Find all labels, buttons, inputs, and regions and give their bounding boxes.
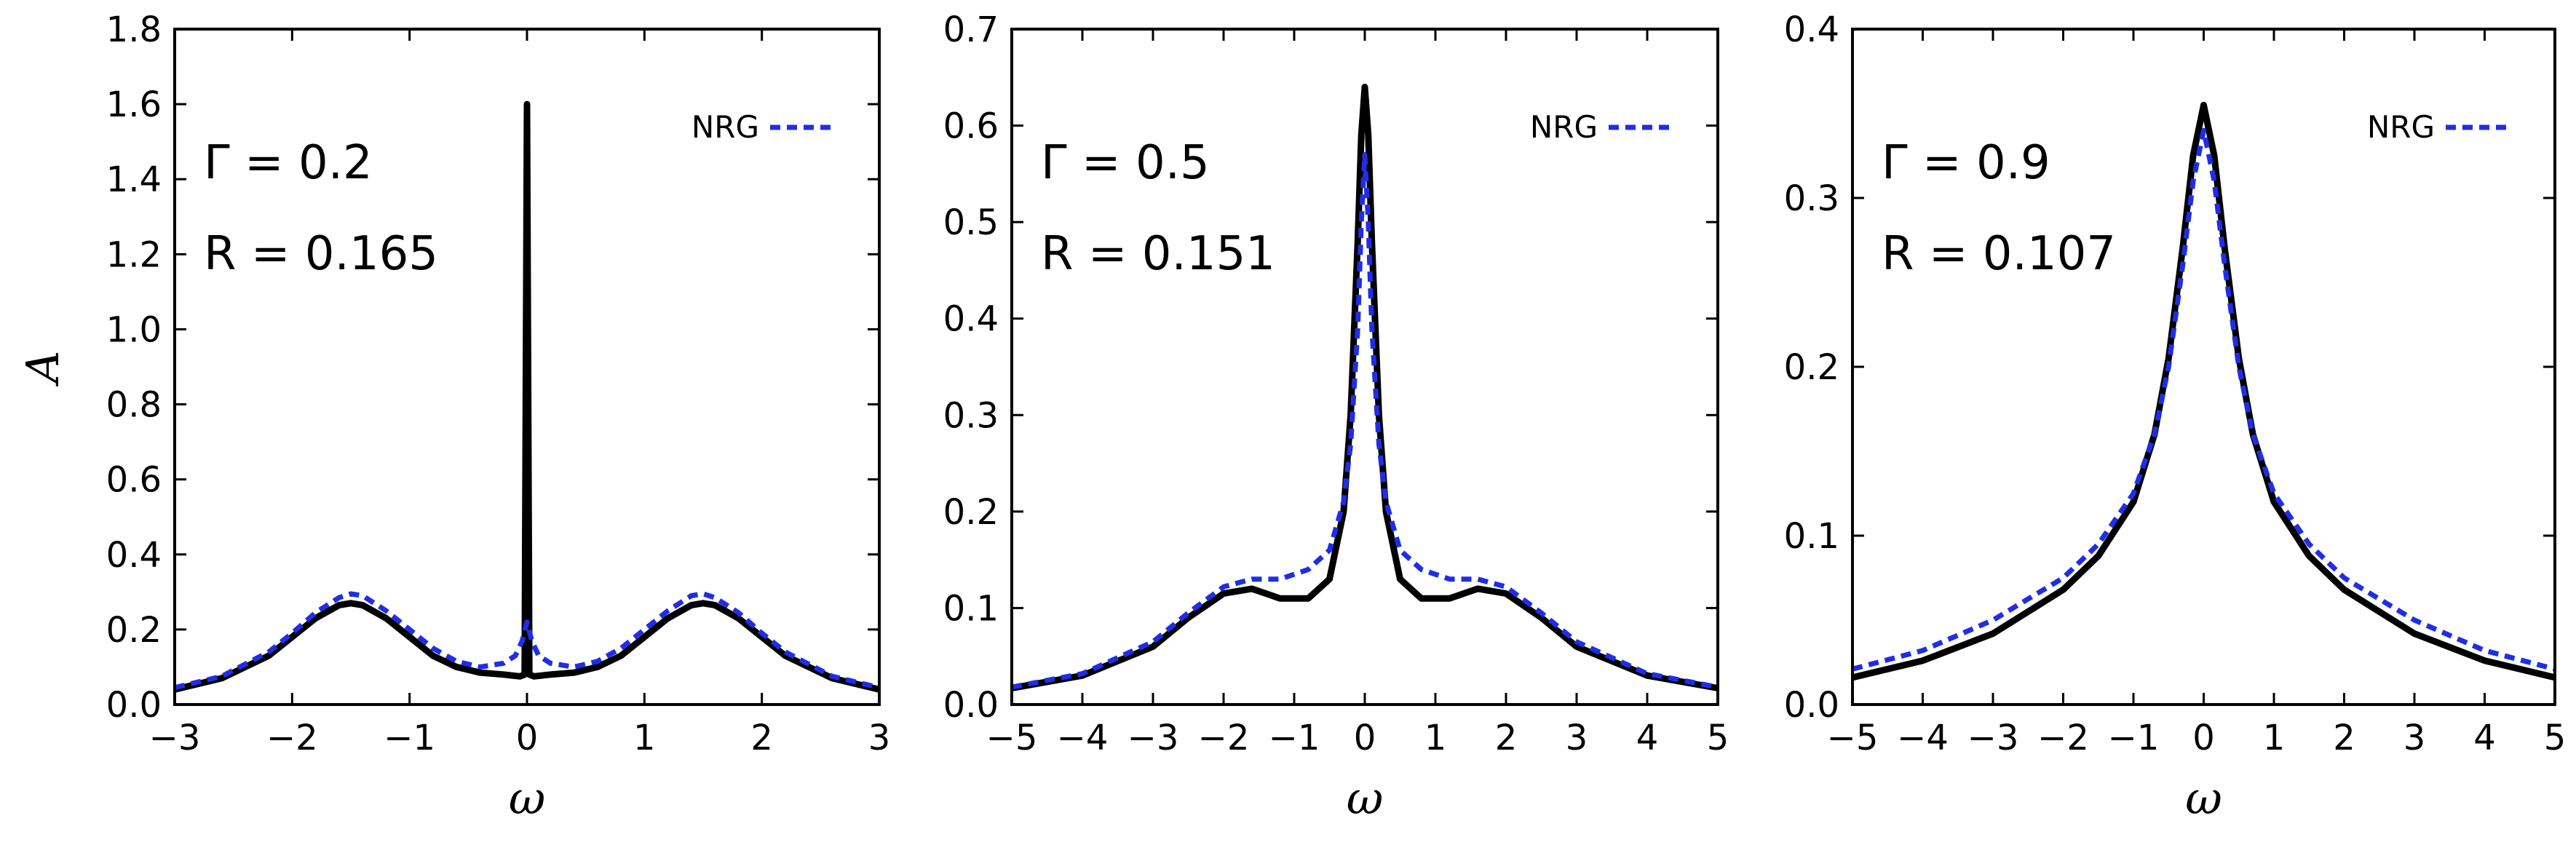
nrg-series-line — [1011, 151, 1719, 690]
y-tick-label: 0.1 — [943, 588, 999, 629]
solid-series-line — [1851, 101, 2556, 681]
legend-label-nrg: NRG — [1530, 109, 1598, 145]
y-tick-label: 0.7 — [943, 9, 999, 50]
y-tick-label: 0.4 — [943, 299, 999, 340]
y-tick-label: 0.3 — [943, 395, 999, 436]
x-tick-label: −4 — [1897, 718, 1949, 758]
x-tick-label: 4 — [1636, 718, 1659, 758]
x-tick-label: −5 — [986, 718, 1038, 758]
x-tick-label: 1 — [633, 718, 656, 758]
x-tick-label: −3 — [1967, 718, 2019, 758]
x-tick-label: 1 — [1424, 718, 1447, 758]
x-tick-label: 3 — [868, 718, 891, 758]
y-tick-label: 0.2 — [106, 610, 162, 651]
x-axis-label: ω — [2185, 771, 2222, 825]
x-tick-label: 0 — [2192, 718, 2215, 758]
x-tick-label: −1 — [384, 718, 435, 758]
x-tick-label: −3 — [149, 718, 201, 758]
x-tick-label: 4 — [2473, 718, 2496, 758]
nrg-series-line — [1852, 127, 2556, 672]
r-annotation: R = 0.151 — [1041, 227, 1275, 281]
y-tick-label: 0.6 — [106, 460, 162, 501]
y-tick-label: 0.6 — [943, 106, 999, 147]
y-tick-label: 0.4 — [1784, 9, 1839, 50]
x-tick-label: −2 — [266, 718, 318, 758]
x-tick-label: −1 — [2108, 718, 2160, 758]
x-tick-label: −3 — [1128, 718, 1179, 758]
gamma-annotation: Γ = 0.9 — [1882, 136, 2050, 190]
legend-label-nrg: NRG — [2367, 109, 2435, 145]
y-tick-label: 0.2 — [943, 492, 999, 533]
chart-panel-3: −5 −4 −3 −2 −1 0 1 2 3 4 5 0.0 0.1 0.2 0.3 0.4 ω Γ = 0.9 R… — [1784, 9, 2567, 825]
solid-series-line — [1011, 84, 1719, 691]
y-tick-label: 0.0 — [943, 685, 999, 726]
x-tick-label: −4 — [1057, 718, 1109, 758]
x-axis-label: ω — [509, 771, 546, 825]
r-annotation: R = 0.165 — [204, 227, 438, 281]
y-axis-label: A — [16, 351, 69, 387]
chart-panel-2: −5 −4 −3 −2 −1 0 1 2 3 4 5 0.0 0.1 0.2 0.3 0.4 0.5 0.6 0.7… — [943, 9, 1729, 825]
x-tick-label: 0 — [516, 718, 539, 758]
y-tick-label: 0.1 — [1784, 516, 1839, 557]
x-tick-label: 5 — [1707, 718, 1729, 758]
y-tick-label: 1.6 — [106, 84, 162, 125]
y-tick-label: 0.0 — [1784, 685, 1839, 726]
x-tick-label: 2 — [1495, 718, 1518, 758]
nrg-series-line — [174, 591, 880, 691]
gamma-annotation: Γ = 0.5 — [1041, 136, 1210, 190]
x-axis-label: ω — [1347, 771, 1384, 825]
y-tick-label: 1.8 — [106, 9, 162, 50]
x-tick-label: 2 — [2333, 718, 2355, 758]
chart-panel-1: −3 −2 −1 0 1 2 3 0.0 0.2 0.4 0.6 0.8 1.0 1.2 1.4 1.6 1.8… — [16, 9, 890, 825]
x-tick-label: 2 — [750, 718, 773, 758]
x-tick-label: 1 — [2263, 718, 2286, 758]
x-tick-label: −2 — [1198, 718, 1250, 758]
y-tick-label: 1.0 — [106, 309, 162, 350]
legend-label-nrg: NRG — [691, 109, 759, 145]
x-tick-label: 3 — [1566, 718, 1588, 758]
r-annotation: R = 0.107 — [1882, 227, 2116, 281]
y-tick-label: 0.4 — [106, 535, 162, 576]
y-tick-label: 0.2 — [1784, 347, 1839, 388]
x-tick-label: −5 — [1827, 718, 1879, 758]
y-tick-label: 0.8 — [106, 385, 162, 426]
y-tick-label: 1.2 — [106, 234, 162, 275]
gamma-annotation: Γ = 0.2 — [204, 136, 373, 190]
y-tick-label: 0.0 — [106, 685, 162, 726]
y-tick-label: 1.4 — [106, 159, 162, 200]
y-tick-label: 0.5 — [943, 202, 999, 243]
y-tick-label: 0.3 — [1784, 178, 1839, 219]
solid-series-line — [173, 100, 881, 693]
x-tick-label: −1 — [1269, 718, 1320, 758]
x-tick-label: −2 — [2037, 718, 2089, 758]
x-tick-label: 0 — [1354, 718, 1376, 758]
x-tick-label: 5 — [2544, 718, 2567, 758]
x-tick-label: 3 — [2403, 718, 2426, 758]
